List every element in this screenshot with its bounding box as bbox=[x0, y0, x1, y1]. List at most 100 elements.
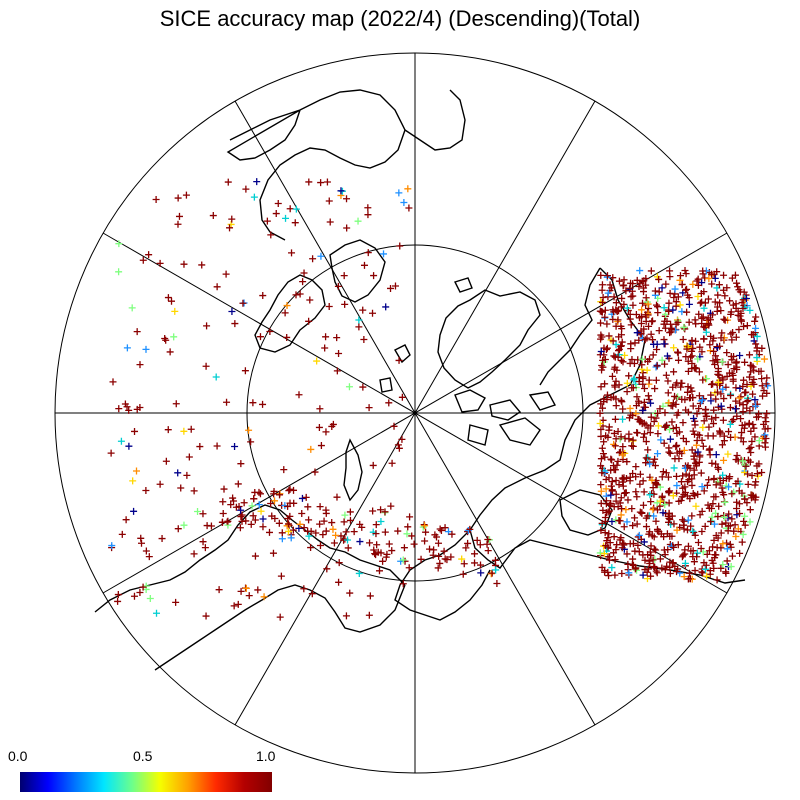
accuracy-marker bbox=[718, 520, 726, 528]
accuracy-marker bbox=[340, 518, 348, 526]
accuracy-marker bbox=[278, 529, 286, 537]
accuracy-marker bbox=[321, 344, 329, 352]
accuracy-marker bbox=[623, 388, 631, 396]
accuracy-marker bbox=[241, 367, 249, 375]
accuracy-marker bbox=[637, 320, 645, 328]
accuracy-marker bbox=[720, 491, 728, 499]
accuracy-marker bbox=[691, 421, 699, 429]
accuracy-marker bbox=[736, 351, 744, 359]
accuracy-marker bbox=[114, 597, 122, 605]
accuracy-marker bbox=[649, 351, 657, 359]
accuracy-marker bbox=[198, 261, 206, 269]
accuracy-marker bbox=[342, 612, 350, 620]
accuracy-marker bbox=[676, 301, 684, 309]
accuracy-marker bbox=[296, 520, 304, 528]
accuracy-marker bbox=[180, 521, 188, 529]
accuracy-marker bbox=[639, 571, 647, 579]
accuracy-marker bbox=[366, 592, 374, 600]
accuracy-marker bbox=[601, 453, 609, 461]
accuracy-marker bbox=[619, 358, 627, 366]
accuracy-marker bbox=[360, 335, 368, 343]
accuracy-marker bbox=[683, 492, 691, 500]
accuracy-marker bbox=[739, 305, 747, 313]
accuracy-marker bbox=[394, 527, 402, 535]
accuracy-marker bbox=[622, 506, 630, 514]
accuracy-marker bbox=[257, 507, 265, 515]
accuracy-marker bbox=[615, 481, 623, 489]
accuracy-marker bbox=[724, 361, 732, 369]
accuracy-marker bbox=[614, 347, 622, 355]
accuracy-marker bbox=[746, 506, 754, 514]
accuracy-marker bbox=[483, 540, 491, 548]
accuracy-marker bbox=[736, 399, 744, 407]
accuracy-marker bbox=[664, 389, 672, 397]
accuracy-marker bbox=[669, 306, 677, 314]
accuracy-marker bbox=[276, 613, 284, 621]
accuracy-marker bbox=[688, 512, 696, 520]
accuracy-marker bbox=[259, 292, 267, 300]
accuracy-marker bbox=[664, 546, 672, 554]
accuracy-marker bbox=[255, 488, 263, 496]
accuracy-marker bbox=[190, 550, 198, 558]
accuracy-marker bbox=[699, 376, 707, 384]
colorbar-mid-label: 0.5 bbox=[133, 748, 153, 764]
accuracy-marker bbox=[706, 341, 714, 349]
accuracy-marker bbox=[637, 329, 645, 337]
accuracy-marker bbox=[709, 559, 717, 567]
accuracy-marker bbox=[152, 196, 160, 204]
accuracy-marker bbox=[247, 520, 255, 528]
accuracy-marker bbox=[618, 544, 626, 552]
accuracy-marker bbox=[130, 507, 138, 515]
accuracy-marker bbox=[625, 372, 633, 380]
accuracy-marker bbox=[138, 539, 146, 547]
accuracy-marker bbox=[598, 362, 606, 370]
accuracy-marker bbox=[597, 383, 605, 391]
accuracy-marker bbox=[655, 288, 663, 296]
accuracy-marker bbox=[700, 304, 708, 312]
accuracy-marker bbox=[727, 543, 735, 551]
accuracy-marker bbox=[611, 415, 619, 423]
accuracy-marker bbox=[666, 558, 674, 566]
accuracy-marker bbox=[600, 438, 608, 446]
accuracy-marker bbox=[616, 499, 624, 507]
accuracy-marker bbox=[614, 316, 622, 324]
accuracy-marker bbox=[647, 551, 655, 559]
accuracy-marker bbox=[743, 398, 751, 406]
accuracy-marker bbox=[642, 294, 650, 302]
accuracy-marker bbox=[164, 426, 172, 434]
graticule bbox=[54, 52, 776, 774]
accuracy-marker bbox=[118, 530, 126, 538]
accuracy-marker bbox=[698, 483, 706, 491]
accuracy-marker bbox=[619, 282, 627, 290]
accuracy-marker bbox=[400, 544, 408, 552]
accuracy-marker bbox=[716, 381, 724, 389]
accuracy-marker bbox=[309, 255, 317, 263]
svalbard-coastline bbox=[379, 344, 411, 393]
accuracy-marker bbox=[696, 299, 704, 307]
accuracy-marker bbox=[170, 333, 178, 341]
accuracy-marker bbox=[662, 280, 670, 288]
accuracy-marker bbox=[305, 532, 313, 540]
accuracy-marker bbox=[677, 383, 685, 391]
accuracy-marker bbox=[630, 360, 638, 368]
accuracy-marker bbox=[404, 185, 412, 193]
accuracy-marker bbox=[325, 197, 333, 205]
accuracy-marker bbox=[610, 533, 618, 541]
accuracy-marker bbox=[750, 366, 758, 374]
accuracy-marker bbox=[718, 484, 726, 492]
accuracy-marker bbox=[734, 283, 742, 291]
accuracy-marker bbox=[440, 547, 448, 555]
accuracy-marker bbox=[685, 300, 693, 308]
accuracy-marker bbox=[162, 457, 170, 465]
accuracy-marker bbox=[387, 502, 395, 510]
accuracy-marker bbox=[635, 374, 643, 382]
accuracy-marker bbox=[675, 455, 683, 463]
accuracy-marker bbox=[603, 537, 611, 545]
accuracy-marker bbox=[125, 442, 133, 450]
accuracy-marker bbox=[751, 481, 759, 489]
accuracy-marker bbox=[726, 404, 734, 412]
accuracy-marker bbox=[346, 516, 354, 524]
accuracy-marker bbox=[738, 317, 746, 325]
accuracy-marker bbox=[721, 316, 729, 324]
